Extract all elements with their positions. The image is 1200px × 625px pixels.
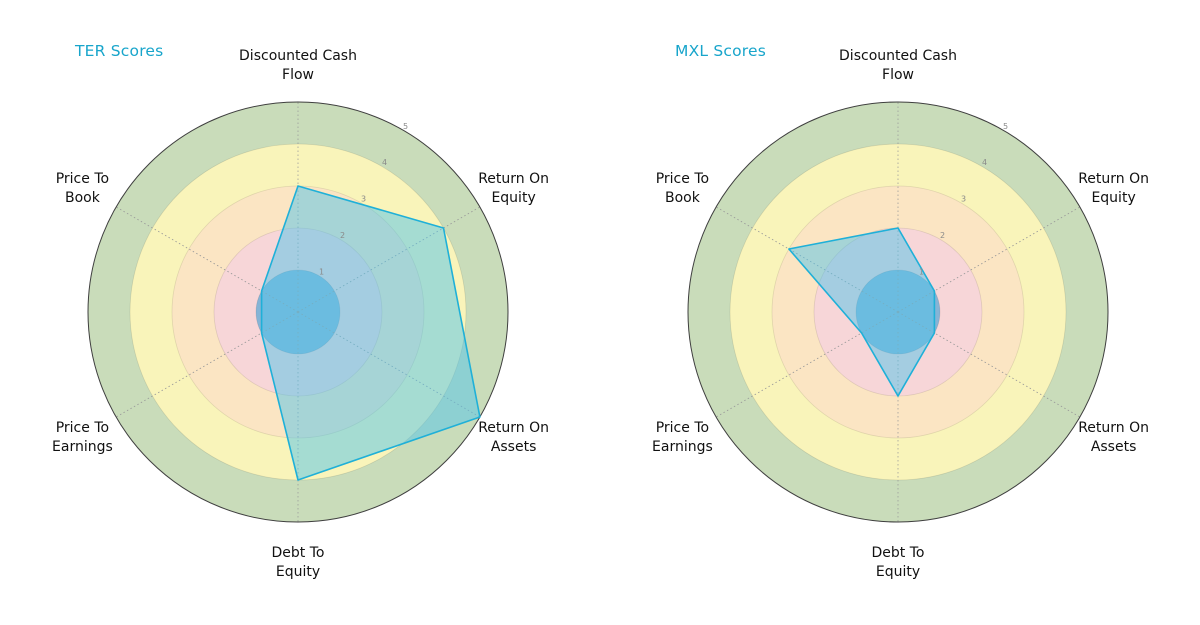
radial-tick-label: 5 bbox=[1003, 122, 1008, 131]
radar-series-polygon bbox=[260, 185, 481, 481]
axis-label-return-on-equity: Return On Equity bbox=[1078, 171, 1149, 206]
axis-label-discounted-cash-flow: Discounted Cash Flow bbox=[239, 48, 357, 83]
radial-tick-label: 2 bbox=[340, 231, 345, 240]
axis-label-price-to-book: Price To Book bbox=[56, 171, 109, 206]
radar-axis-line bbox=[897, 206, 1081, 313]
radar-grid-circle bbox=[771, 185, 1025, 439]
radar-chart: 1 2 3 4 5 Discounted Cash Flow Return On Equity R… bbox=[52, 48, 549, 580]
radar-outer-circle bbox=[687, 101, 1109, 523]
radar-axis-line bbox=[715, 311, 899, 418]
radial-tick-label: 3 bbox=[361, 195, 366, 204]
chart-title: MXL Scores bbox=[675, 42, 767, 60]
radial-tick-label: 5 bbox=[403, 122, 408, 131]
radar-series-polygon bbox=[788, 227, 936, 397]
axis-label-price-to-earnings: Price To Earnings bbox=[52, 420, 113, 455]
axis-label-return-on-assets: Return On Assets bbox=[1078, 420, 1149, 455]
axis-label-debt-to-equity: Debt To Equity bbox=[872, 545, 925, 580]
axis-label-price-to-book: Price To Book bbox=[656, 171, 709, 206]
axis-label-debt-to-equity: Debt To Equity bbox=[272, 545, 325, 580]
radar-axis-line bbox=[115, 311, 299, 418]
axis-label-return-on-equity: Return On Equity bbox=[478, 171, 549, 206]
radial-tick-label: 2 bbox=[940, 231, 945, 240]
axis-label-return-on-assets: Return On Assets bbox=[478, 420, 549, 455]
radar-chart: 1 2 3 4 5 Discounted Cash Flow Return On Equity R… bbox=[652, 48, 1149, 580]
axis-label-discounted-cash-flow: Discounted Cash Flow bbox=[839, 48, 957, 83]
radial-tick-label: 4 bbox=[382, 158, 387, 167]
radial-tick-label: 1 bbox=[919, 267, 924, 276]
radial-tick-label: 4 bbox=[982, 158, 987, 167]
radial-tick-label: 3 bbox=[961, 195, 966, 204]
radar-outer-circle bbox=[87, 101, 509, 523]
radar-axis-line bbox=[897, 311, 1081, 418]
radar-panel-mxl: MXL Scores 1 2 3 4 5 Discounted Cash Flow Retur… bbox=[600, 0, 1200, 625]
radar-axis-line bbox=[115, 206, 299, 313]
chart-title: TER Scores bbox=[75, 42, 164, 60]
radial-tick-label: 1 bbox=[319, 267, 324, 276]
axis-label-price-to-earnings: Price To Earnings bbox=[652, 420, 713, 455]
radar-panel-ter: TER Scores 1 2 3 4 5 Discounted Cash Flow Retur… bbox=[52, 42, 549, 580]
